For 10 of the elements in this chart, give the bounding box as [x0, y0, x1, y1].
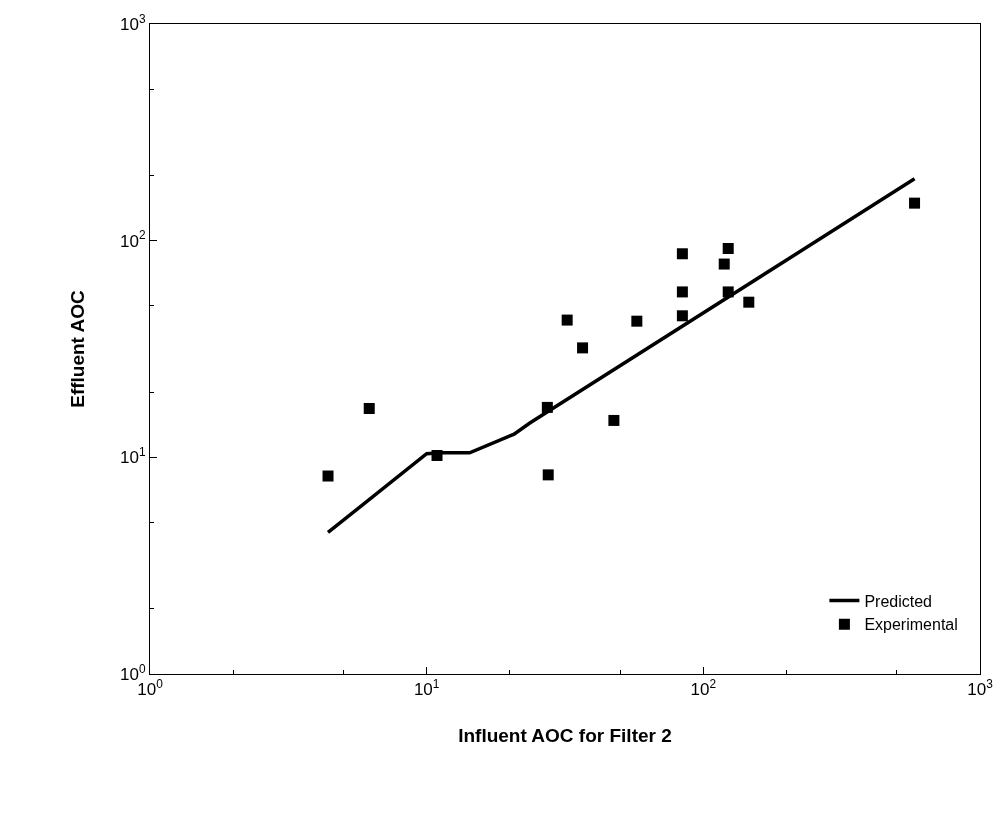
y-tick-label: 10$^{2}$ [120, 228, 146, 251]
x-tick-label: 10$^{1}$ [413, 677, 440, 700]
y-axis-title: Effluent AOC [66, 289, 88, 408]
x-axis-title: Influent AOC for Filter 2 [458, 725, 672, 747]
x-tick-label: 10$^{2}$ [690, 677, 717, 700]
y-tick-label: 10$^{3}$ [120, 11, 146, 34]
legend-label: Experimental [864, 616, 958, 634]
y-tick-label: 10$^{1}$ [120, 445, 146, 468]
x-tick-label: 10$^{3}$ [967, 677, 994, 700]
legend-label: Predicted [864, 592, 932, 610]
